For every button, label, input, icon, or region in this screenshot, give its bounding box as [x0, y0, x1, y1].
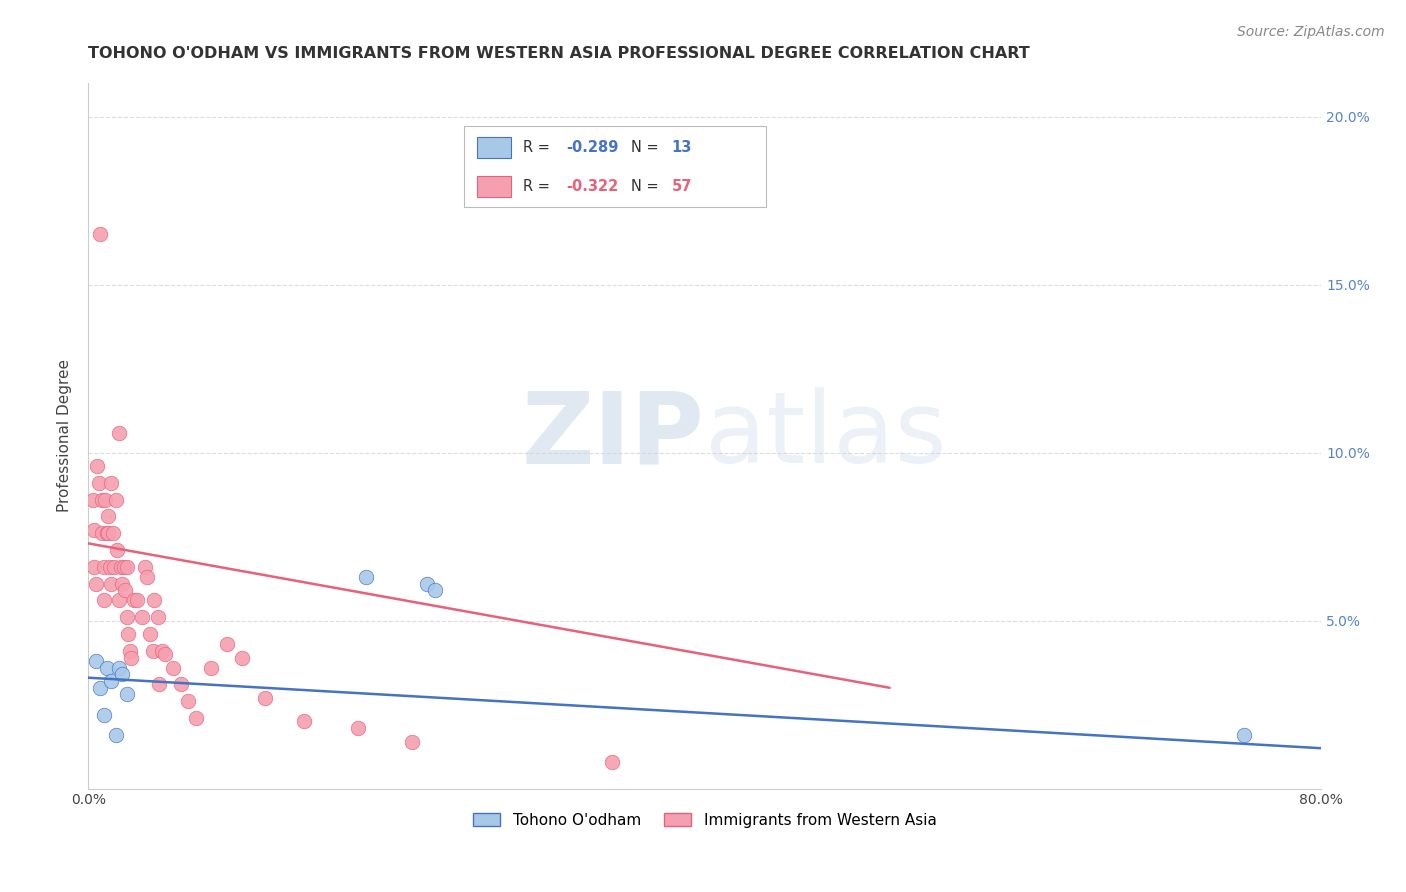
Text: Source: ZipAtlas.com: Source: ZipAtlas.com	[1237, 25, 1385, 39]
Point	[148, 677, 170, 691]
Text: N =: N =	[631, 178, 664, 194]
Point	[83, 523, 105, 537]
Point	[93, 707, 115, 722]
Point	[98, 559, 121, 574]
Point	[93, 559, 115, 574]
Text: 13: 13	[672, 140, 692, 155]
Point	[354, 570, 377, 584]
FancyBboxPatch shape	[464, 126, 766, 207]
Point	[155, 647, 177, 661]
Text: N =: N =	[631, 140, 664, 155]
Point	[97, 526, 120, 541]
Point	[83, 559, 105, 574]
Point	[127, 593, 149, 607]
Point	[100, 475, 122, 490]
Point	[103, 559, 125, 574]
Point	[94, 492, 117, 507]
Point	[143, 593, 166, 607]
Point	[416, 576, 439, 591]
Point	[110, 559, 132, 574]
Point	[89, 227, 111, 242]
Text: 57: 57	[672, 178, 692, 194]
Point	[100, 576, 122, 591]
Point	[142, 644, 165, 658]
Point	[118, 644, 141, 658]
Point	[114, 583, 136, 598]
Text: atlas: atlas	[704, 387, 946, 484]
Point	[120, 650, 142, 665]
Text: -0.289: -0.289	[567, 140, 619, 155]
Point	[84, 654, 107, 668]
Point	[104, 492, 127, 507]
Point	[254, 690, 277, 705]
Point	[131, 610, 153, 624]
Point	[86, 459, 108, 474]
Point	[100, 674, 122, 689]
Point	[108, 425, 131, 440]
Point	[89, 681, 111, 695]
Text: R =: R =	[523, 178, 555, 194]
Point	[169, 677, 191, 691]
Point	[117, 627, 139, 641]
Point	[162, 660, 184, 674]
Point	[200, 660, 222, 674]
Point	[96, 660, 118, 674]
Point	[215, 637, 238, 651]
Point	[107, 543, 129, 558]
Point	[87, 475, 110, 490]
Point	[177, 694, 200, 708]
Point	[292, 714, 315, 729]
Point	[111, 576, 134, 591]
Point	[96, 526, 118, 541]
Point	[108, 660, 131, 674]
Point	[91, 526, 114, 541]
Point	[184, 711, 207, 725]
Point	[231, 650, 253, 665]
Point	[347, 721, 370, 735]
Point	[600, 755, 623, 769]
Point	[108, 593, 131, 607]
Point	[111, 667, 134, 681]
Point	[124, 593, 146, 607]
Point	[115, 688, 138, 702]
FancyBboxPatch shape	[477, 136, 510, 158]
Point	[134, 559, 156, 574]
Point	[135, 570, 157, 584]
Y-axis label: Professional Degree: Professional Degree	[58, 359, 72, 512]
Point	[115, 559, 138, 574]
Point	[139, 627, 162, 641]
Point	[101, 526, 124, 541]
Text: TOHONO O'ODHAM VS IMMIGRANTS FROM WESTERN ASIA PROFESSIONAL DEGREE CORRELATION C: TOHONO O'ODHAM VS IMMIGRANTS FROM WESTER…	[89, 46, 1031, 62]
Point	[112, 559, 135, 574]
Legend: Tohono O'odham, Immigrants from Western Asia: Tohono O'odham, Immigrants from Western …	[467, 806, 942, 834]
Point	[423, 583, 446, 598]
Point	[115, 610, 138, 624]
Point	[82, 492, 104, 507]
Point	[93, 593, 115, 607]
Point	[91, 492, 114, 507]
Text: R =: R =	[523, 140, 555, 155]
Text: -0.322: -0.322	[567, 178, 619, 194]
Point	[104, 728, 127, 742]
Point	[146, 610, 169, 624]
Point	[150, 644, 173, 658]
Point	[97, 509, 120, 524]
Point	[401, 734, 423, 748]
Point	[84, 576, 107, 591]
Text: ZIP: ZIP	[522, 387, 704, 484]
FancyBboxPatch shape	[477, 176, 510, 197]
Point	[1233, 728, 1256, 742]
